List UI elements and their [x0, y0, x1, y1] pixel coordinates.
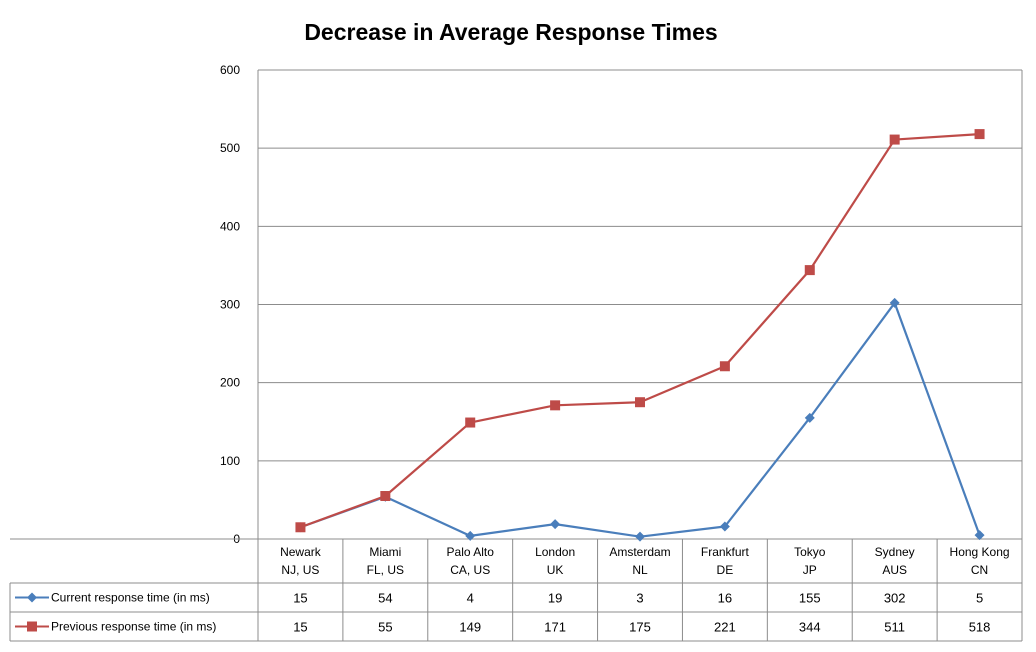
x-category-label: Hong Kong — [950, 545, 1010, 559]
series-line-previous — [300, 132, 980, 529]
x-category-label: Amsterdam — [609, 545, 670, 559]
legend-key-previous-marker — [27, 621, 37, 632]
data-point-current — [804, 412, 815, 423]
x-category-label: London — [535, 545, 575, 559]
x-category-label: Frankfurt — [701, 545, 750, 559]
data-table-cell: 15 — [293, 591, 307, 606]
data-point-current — [889, 297, 900, 308]
data-table-cell: 175 — [629, 620, 651, 635]
data-point-current — [719, 521, 730, 532]
data-point-previous — [889, 134, 900, 145]
y-tick-label: 400 — [220, 219, 240, 233]
x-category-label: JP — [803, 563, 817, 577]
data-table-cell: 171 — [544, 620, 566, 635]
legend-label: Previous response time (in ms) — [51, 620, 216, 634]
chart-title: Decrease in Average Response Times — [304, 19, 717, 45]
data-table-cell: 15 — [293, 620, 307, 635]
y-tick-label: 100 — [220, 454, 240, 468]
x-category-label: FL, US — [367, 563, 404, 577]
data-table-cell: 511 — [884, 620, 905, 635]
data-table-cell: 344 — [799, 620, 821, 635]
data-point-current — [550, 519, 561, 530]
data-point-previous — [635, 397, 645, 408]
x-category-label: Miami — [369, 545, 401, 559]
data-table-cell: 54 — [378, 591, 392, 606]
x-category-label: Sydney — [875, 545, 915, 559]
y-tick-label: 200 — [220, 376, 240, 390]
data-table-cell: 149 — [459, 620, 481, 635]
legend-key-current-marker — [27, 592, 37, 603]
x-category-label: UK — [547, 563, 564, 577]
data-point-previous — [380, 491, 391, 502]
y-tick-label: 300 — [220, 298, 240, 312]
x-category-label: NJ, US — [281, 563, 319, 577]
data-table-cell: 16 — [718, 591, 732, 606]
data-table-cell: 4 — [467, 591, 474, 606]
data-point-previous — [804, 265, 815, 276]
data-table-cell: 19 — [548, 591, 562, 606]
x-category-label: Newark — [280, 545, 322, 559]
data-table-cell: 518 — [969, 620, 991, 635]
series-line-current — [300, 301, 981, 538]
data-table-cell: 5 — [976, 591, 983, 606]
data-table-cell: 155 — [799, 591, 821, 606]
x-category-label: CA, US — [450, 563, 490, 577]
data-point-previous — [465, 417, 476, 428]
data-point-current — [635, 531, 645, 542]
x-category-label: NL — [632, 563, 648, 577]
y-tick-label: 600 — [220, 63, 240, 77]
x-category-label: Tokyo — [794, 545, 826, 559]
data-table-cell: 3 — [636, 591, 643, 606]
data-table-cell: 221 — [714, 620, 736, 635]
data-point-previous — [719, 361, 730, 372]
data-table-cell: 302 — [884, 591, 906, 606]
legend-label: Current response time (in ms) — [51, 591, 210, 605]
data-point-previous — [550, 400, 561, 411]
data-point-current — [465, 530, 476, 541]
data-point-previous — [295, 522, 306, 533]
x-category-label: CN — [971, 563, 988, 577]
x-category-label: AUS — [882, 563, 907, 577]
data-table-cell: 55 — [378, 620, 392, 635]
y-tick-label: 500 — [220, 141, 240, 155]
data-point-previous — [974, 129, 985, 140]
data-point-current — [974, 530, 985, 541]
x-category-label: DE — [717, 563, 734, 577]
x-category-label: Palo Alto — [447, 545, 495, 559]
